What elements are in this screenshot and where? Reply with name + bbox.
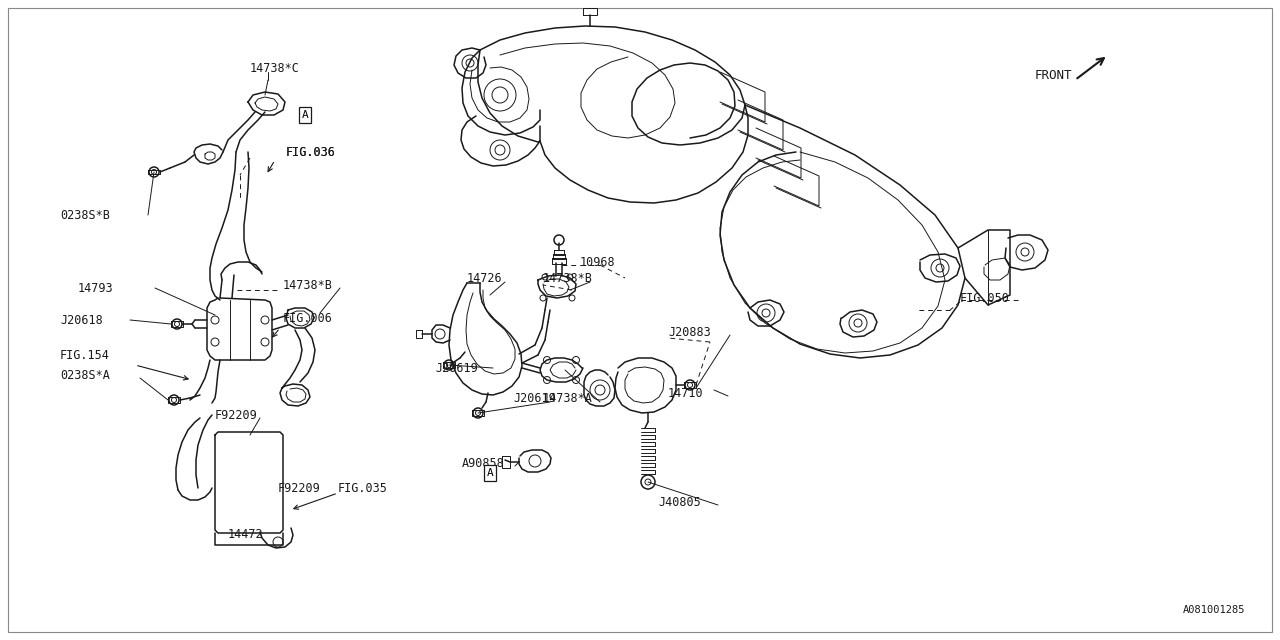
Text: FIG.036: FIG.036 — [285, 145, 335, 159]
Text: F92209: F92209 — [215, 408, 257, 422]
Text: FIG.006: FIG.006 — [283, 312, 333, 324]
Text: J40805: J40805 — [658, 495, 700, 509]
Text: A: A — [486, 468, 493, 478]
Text: J20883: J20883 — [668, 326, 710, 339]
Text: 14726: 14726 — [467, 271, 503, 285]
Text: 14793: 14793 — [78, 282, 114, 294]
Text: 14738*B: 14738*B — [283, 278, 333, 291]
Text: FIG.050: FIG.050 — [960, 291, 1010, 305]
Text: 14738*A: 14738*A — [543, 392, 593, 404]
Text: FRONT: FRONT — [1036, 68, 1073, 81]
Text: FIG.154: FIG.154 — [60, 349, 110, 362]
Text: J20619: J20619 — [513, 392, 556, 404]
Text: 14710: 14710 — [668, 387, 704, 399]
Text: J20618: J20618 — [60, 314, 102, 326]
Text: 0238S*B: 0238S*B — [60, 209, 110, 221]
Text: 10968: 10968 — [580, 255, 616, 269]
Text: 0238S*A: 0238S*A — [60, 369, 110, 381]
Text: A: A — [302, 110, 308, 120]
Text: A081001285: A081001285 — [1183, 605, 1245, 615]
Text: FIG.036: FIG.036 — [285, 145, 335, 159]
Text: 14472: 14472 — [227, 529, 262, 541]
Text: FIG.035: FIG.035 — [338, 481, 388, 495]
Text: 14738*B: 14738*B — [543, 271, 593, 285]
Text: J20619: J20619 — [435, 362, 477, 374]
Text: 14738*C: 14738*C — [250, 61, 300, 74]
Text: A90858: A90858 — [462, 456, 504, 470]
Text: F92209: F92209 — [278, 481, 321, 495]
